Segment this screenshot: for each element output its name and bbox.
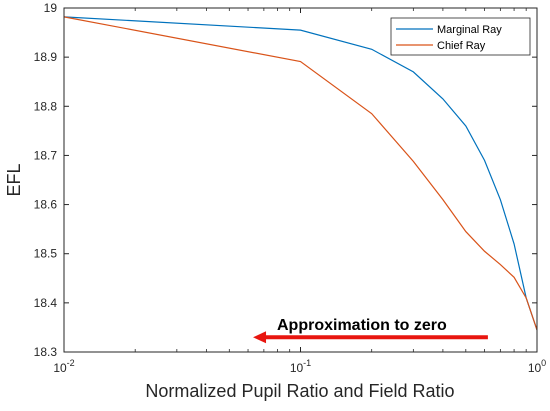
annotation-text: Approximation to zero [277,317,447,334]
y-tick-label: 19 [44,1,58,15]
series-layer [63,16,538,331]
plot-area [64,8,537,352]
y-axis-title: EFL [4,163,24,196]
x-tick-label: 10-2 [53,358,74,375]
series-line-marginal-ray [63,16,538,331]
x-tick-label-base: 10 [53,361,67,375]
annotation: Approximation to zero [253,317,488,344]
series-line-chief-ray [63,16,538,331]
x-tick-label: 100 [528,358,546,375]
annotation-arrow-head [253,331,267,344]
legend: Marginal Ray Chief Ray [390,17,531,56]
x-tick-label-base: 10 [290,361,304,375]
y-tick-label: 18.3 [34,345,58,359]
ticks-layer [63,7,538,353]
x-tick-label-exponent: -2 [67,358,75,368]
y-tick-label: 18.4 [34,296,58,310]
y-tick-label: 18.7 [34,148,58,162]
y-tick-label: 18.6 [34,198,58,212]
x-tick-label-base: 10 [528,361,542,375]
x-tick-label: 10-1 [290,358,311,375]
y-tick-label: 18.8 [34,99,58,113]
y-tick-label: 18.5 [34,247,58,261]
x-axis-title: Normalized Pupil Ratio and Field Ratio [145,381,454,401]
y-tick-labels: 18.3 18.4 18.5 18.6 18.7 18.8 18.9 19 [34,1,58,359]
legend-box [390,17,531,56]
legend-label-marginal-ray: Marginal Ray [437,24,502,36]
x-tick-label-exponent: -1 [303,358,311,368]
x-tick-label-exponent: 0 [541,358,546,368]
y-tick-label: 18.9 [34,50,58,64]
legend-label-chief-ray: Chief Ray [437,40,486,52]
x-tick-labels: 10-2 10-1 100 [53,358,546,375]
